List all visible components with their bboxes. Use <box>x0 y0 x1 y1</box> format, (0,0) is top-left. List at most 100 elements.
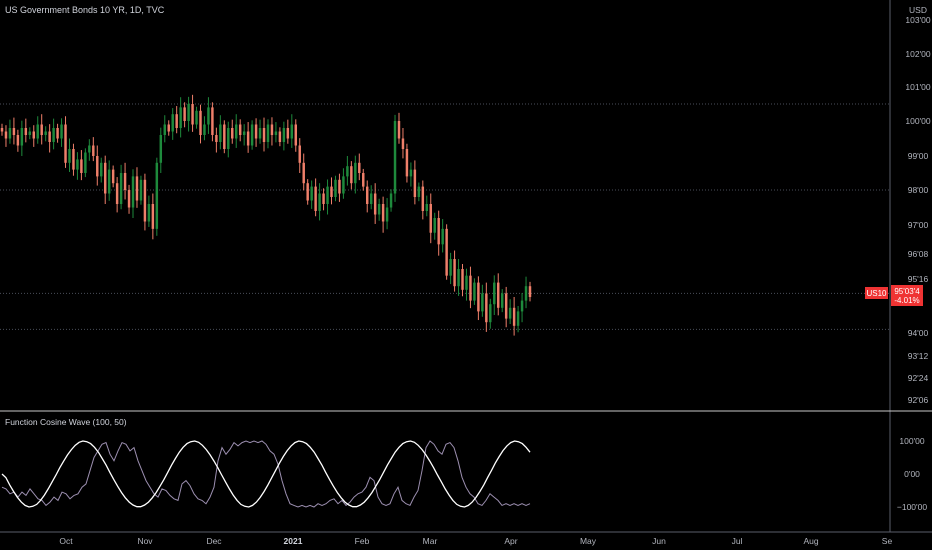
price-axis[interactable]: 103'00 102'00 101'00 100'00 99'00 98'00 97'00 9… <box>905 15 931 405</box>
candle-body <box>155 162 159 229</box>
indicator-pane[interactable] <box>1 440 531 508</box>
cosine-wave-line <box>1 440 531 508</box>
price-tick-label: 92'06 <box>908 395 929 405</box>
price-tick-label: 99'00 <box>908 151 929 161</box>
candle-body <box>159 135 163 163</box>
candle-body <box>211 107 214 135</box>
candle-body <box>401 138 405 149</box>
candle-body <box>234 124 238 139</box>
candle-body <box>24 128 28 135</box>
candle-body <box>278 131 282 142</box>
candle-body <box>366 186 369 204</box>
time-axis[interactable]: Oct Nov Dec 2021 Feb Mar Apr May Jun Jul Aug Se <box>59 536 892 546</box>
time-tick-label: Mar <box>423 536 438 546</box>
candle-body <box>520 300 524 312</box>
candle-body <box>508 307 512 319</box>
candle-body <box>80 159 83 173</box>
candle-body <box>266 124 270 142</box>
candle-body <box>373 193 377 215</box>
candle-body <box>40 124 43 135</box>
candle-body <box>139 179 143 201</box>
symbol-title: US Government Bonds 10 YR, 1D, TVC <box>5 5 165 15</box>
candle-body <box>405 149 409 177</box>
candle-body <box>377 204 381 215</box>
candle-body <box>207 107 210 125</box>
symbol-badge-label: US10 <box>866 289 887 298</box>
candle-body <box>72 149 75 170</box>
candle-body <box>306 183 309 201</box>
candle-body <box>203 124 206 135</box>
price-tick-label: 98'00 <box>908 185 929 195</box>
time-tick-label: May <box>580 536 597 546</box>
price-pane[interactable] <box>0 94 890 336</box>
candle-body <box>123 173 127 190</box>
currency-label: USD <box>909 5 927 15</box>
candle-body <box>242 131 246 135</box>
candle-body <box>191 104 194 125</box>
candle-body <box>461 269 464 290</box>
price-tick-label: 94'00 <box>908 328 929 338</box>
candle-body <box>52 128 55 142</box>
time-tick-label: Oct <box>59 536 73 546</box>
candle-body <box>512 307 516 326</box>
candle-body <box>500 293 504 308</box>
candle-body <box>354 162 357 184</box>
candle-body <box>274 131 278 135</box>
candle-body <box>429 204 432 233</box>
candle-body <box>111 169 115 184</box>
candle-body <box>195 110 198 125</box>
indicator-tick-label: 100'00 <box>899 436 925 446</box>
candle-body <box>485 293 488 323</box>
candle-body <box>223 124 226 149</box>
indicator-title: Function Cosine Wave (100, 50) <box>5 417 127 427</box>
candle-body <box>326 186 329 204</box>
candle-body <box>238 124 242 135</box>
candle-body <box>330 186 333 197</box>
candle-body <box>199 110 202 135</box>
candle-body <box>96 156 99 177</box>
price-badge: US10 95'03'4 -4.01% <box>865 285 923 306</box>
candle-body <box>84 152 87 173</box>
reference-lines <box>0 103 890 330</box>
candle-body <box>481 293 484 312</box>
candle-body <box>227 128 230 149</box>
candle-body <box>298 145 301 163</box>
price-tick-label: 102'00 <box>905 49 931 59</box>
candle-body <box>497 282 500 308</box>
time-tick-label: Jul <box>732 536 743 546</box>
candle-body <box>179 107 182 128</box>
candle-body <box>445 228 448 276</box>
candle-body <box>258 128 262 139</box>
candle-body <box>100 162 103 177</box>
candle-body <box>413 169 417 197</box>
signal-line <box>1 440 531 508</box>
candle-body <box>302 162 305 184</box>
candle-body <box>4 131 8 139</box>
candle-body <box>135 176 139 201</box>
candle-body <box>465 275 468 290</box>
candle-body <box>358 162 361 173</box>
last-price-badge <box>891 285 923 306</box>
candle-body <box>219 124 222 142</box>
candle-body <box>115 183 119 204</box>
candle-body <box>342 176 345 194</box>
candle-body <box>187 104 190 121</box>
time-tick-label: Aug <box>803 536 818 546</box>
candle-body <box>421 186 425 211</box>
candle-body <box>262 128 266 142</box>
candle-body <box>12 128 16 135</box>
candle-body <box>250 124 254 146</box>
candle-body <box>409 169 413 177</box>
candle-body <box>294 124 298 146</box>
candle-body <box>131 176 135 208</box>
candle-body <box>524 286 528 301</box>
price-tick-label: 96'08 <box>908 249 929 259</box>
time-tick-label: 2021 <box>284 536 303 546</box>
price-tick-label: 93'12 <box>908 351 929 361</box>
price-tick-label: 100'00 <box>905 116 931 126</box>
indicator-tick-label: −100'00 <box>897 502 927 512</box>
candle-body <box>397 121 401 139</box>
candle-body <box>393 121 397 194</box>
candle-body <box>322 193 325 204</box>
